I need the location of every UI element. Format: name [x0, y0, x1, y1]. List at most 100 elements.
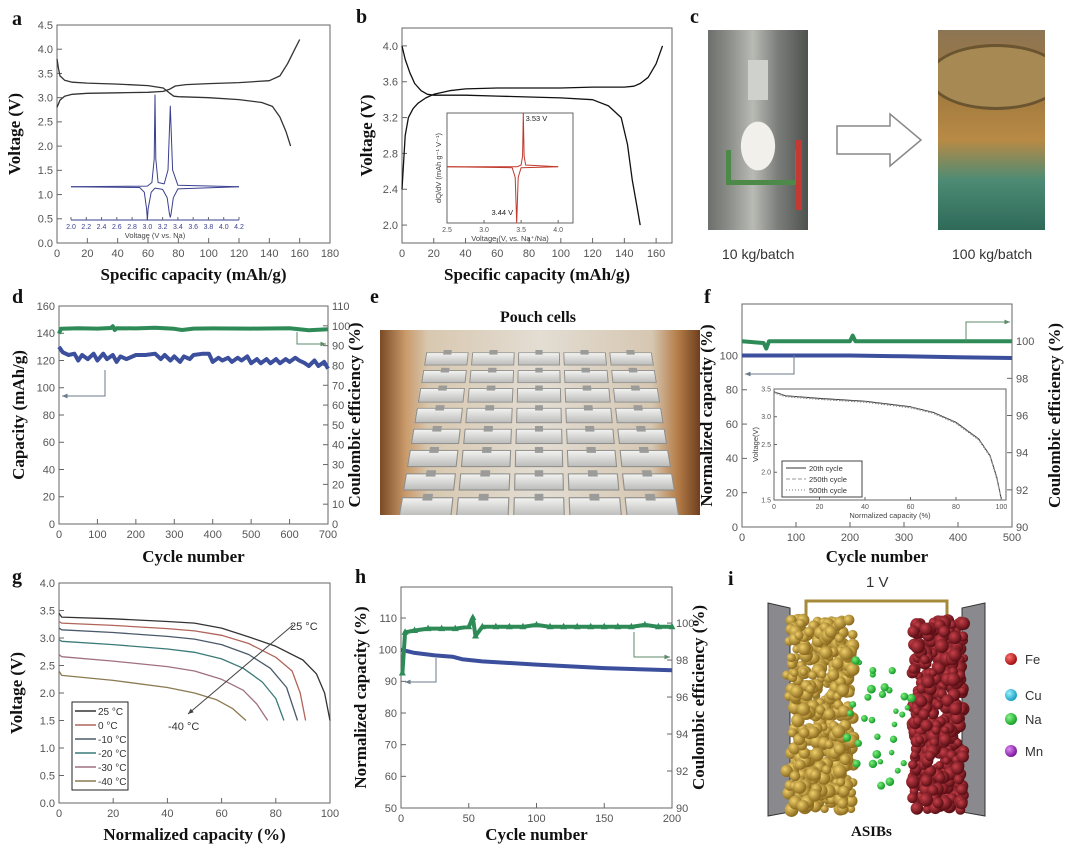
left-axis-pointer-f [745, 355, 794, 374]
pouch-cell [418, 388, 465, 402]
legend-atom-cu-icon [1005, 689, 1017, 701]
pouch-cell [611, 370, 657, 383]
pouch-cell [471, 352, 514, 365]
cathode-particle [915, 735, 924, 744]
y-axis-label: dQ/dV (mAh g⁻¹ V⁻¹) [434, 132, 443, 203]
x-axis-label: Cycle number [485, 825, 588, 844]
left-axis-pointer-h [405, 658, 436, 682]
legend-atom-mn-icon [1005, 745, 1017, 757]
sodium-ion [907, 694, 916, 703]
legend-label-cu: Cu [1025, 688, 1042, 703]
series-line-d-0 [59, 347, 328, 369]
x-tick-label: 0 [398, 813, 404, 825]
y-tick-label: 40 [43, 464, 55, 476]
cathode-particle [947, 673, 961, 687]
x-tick-label: 100 [88, 529, 106, 541]
anode-particle [822, 765, 831, 774]
x-tick-label: 40 [861, 504, 869, 511]
y-tick-label: 20 [43, 492, 55, 504]
y-tick-label: 0.5 [38, 214, 53, 226]
pouch-cell [411, 428, 461, 444]
y-tick-label: 2.5 [761, 442, 771, 449]
y-tick-label: 100 [379, 645, 397, 657]
y-tick-label: 60 [726, 419, 738, 431]
pouch-cell [515, 428, 563, 444]
anode-particle [843, 615, 854, 626]
plot-frame [57, 25, 330, 243]
sodium-ion [872, 750, 881, 759]
legend-label: 250th cycle [809, 475, 847, 484]
right-axis-pointer-h-head [664, 655, 670, 660]
cathode-particle [956, 784, 967, 795]
cathode-particle [919, 793, 933, 807]
legend-label-fe: Fe [1025, 652, 1040, 667]
cathode-particle [951, 762, 964, 775]
sodium-ion [878, 759, 883, 764]
cathode-particle [938, 626, 950, 638]
plot-frame [59, 306, 328, 524]
y2-tick-label: 40 [332, 440, 344, 452]
anode-particle [831, 657, 843, 669]
y2-tick-label: 0 [332, 519, 338, 531]
pouch-cell [569, 498, 622, 515]
annotation-25c: 25 °C [290, 621, 318, 633]
x-axis-label: Specific capacity (mAh/g) [444, 265, 630, 284]
x-tick-label: 180 [321, 248, 339, 260]
legend-label: -40 °C [98, 777, 126, 788]
y-axis-label: Voltage (V) [5, 93, 24, 175]
anode-particle [790, 669, 798, 677]
sodium-ion [881, 683, 889, 691]
y2-axis-label: Coulombic efficiency (%) [689, 605, 708, 790]
cathode-particle [920, 719, 932, 731]
sodium-ion [853, 760, 861, 768]
x-tick-label: 100 [787, 532, 805, 544]
cathode-particle [957, 751, 969, 763]
anode-particle [840, 754, 851, 765]
legend-atom-fe-icon [1005, 653, 1017, 665]
pouch-cell [609, 352, 653, 365]
cathode-particle [942, 757, 950, 765]
sodium-ion [890, 736, 897, 743]
x-tick-label: 80 [523, 248, 535, 260]
y-tick-label: 1.5 [40, 715, 55, 727]
pouch-cell [414, 408, 462, 423]
pouch-cell [565, 388, 611, 402]
series-line-f-1 [742, 336, 1012, 349]
y2-tick-label: 50 [332, 420, 344, 432]
y2-tick-label: 96 [1016, 411, 1028, 423]
y-tick-label: 2.5 [38, 117, 53, 129]
x-tick-label: 100 [996, 504, 1008, 511]
caption-100kg: 100 kg/batch [952, 246, 1032, 262]
pouch-cell [625, 498, 680, 515]
pouch-cell [456, 498, 509, 515]
anode-particle [848, 630, 858, 640]
cathode-particle [941, 726, 949, 734]
y-tick-label: 40 [726, 453, 738, 465]
cathode-particle [948, 648, 961, 661]
series-line-h-0 [401, 650, 672, 671]
y-tick-label: 4.0 [38, 44, 53, 56]
pouch-cells-title: Pouch cells [500, 309, 576, 327]
pouch-cell [568, 473, 620, 491]
y-tick-label: 100 [720, 350, 738, 362]
x-axis-label: Cycle number [142, 547, 245, 566]
legend-label: -20 °C [98, 749, 126, 760]
pouch-cell [467, 388, 513, 402]
y2-tick-label: 60 [332, 400, 344, 412]
x-tick-label: 0 [399, 248, 405, 260]
pouch-cell [617, 428, 667, 444]
y-axis-label: Voltage(V) [751, 426, 760, 462]
pouch-cell [514, 473, 565, 491]
anode-particle [835, 634, 844, 643]
cathode-particle [925, 751, 935, 761]
x-axis-label: Normalized capacity (%) [849, 511, 931, 520]
panel-letter-f: f [704, 286, 711, 309]
y2-tick-label: 10 [332, 499, 344, 511]
x-tick-label: 80 [270, 808, 282, 820]
y-tick-label: 80 [726, 385, 738, 397]
panel-letter-a: a [12, 8, 22, 31]
y2-tick-label: 90 [1016, 522, 1028, 534]
panel-letter-g: g [12, 566, 22, 589]
y-tick-label: 2.5 [40, 660, 55, 672]
anode-particle [806, 685, 815, 694]
